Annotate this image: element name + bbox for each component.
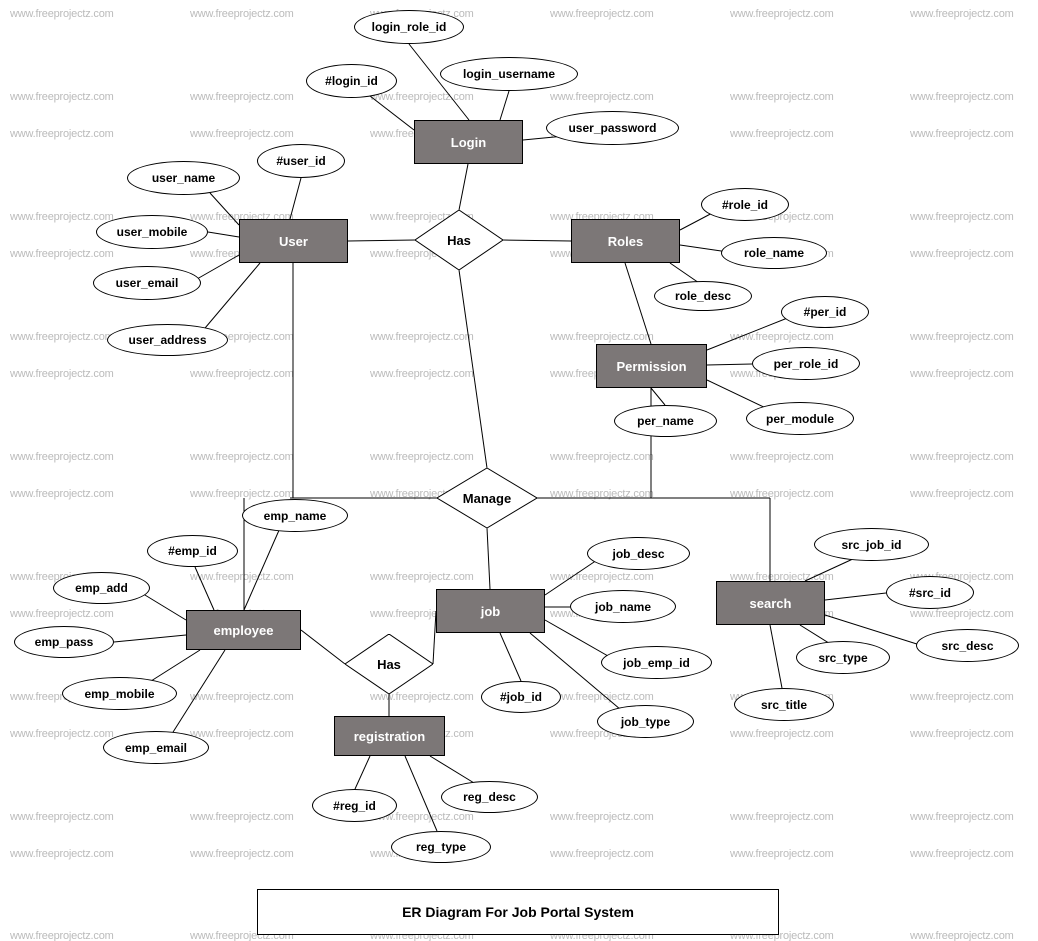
attr-label: user_address: [128, 333, 206, 347]
attr-emp-name: emp_name: [242, 499, 348, 532]
attr-reg-id: #reg_id: [312, 789, 397, 822]
attr-label: reg_desc: [463, 790, 516, 804]
attr-login-role-id: login_role_id: [354, 10, 464, 44]
entity-label: Roles: [608, 234, 643, 249]
attr-label: emp_email: [125, 741, 187, 755]
attr-label: role_desc: [675, 289, 731, 303]
attr-label: per_name: [637, 414, 694, 428]
attr-user-id: #user_id: [257, 144, 345, 178]
attr-label: #per_id: [804, 305, 847, 319]
attr-job-emp-id: job_emp_id: [601, 646, 712, 679]
attr-user-address: user_address: [107, 324, 228, 356]
relationship-label: Manage: [463, 491, 511, 506]
attr-login-id: #login_id: [306, 64, 397, 98]
attr-role-id: #role_id: [701, 188, 789, 221]
attr-emp-add: emp_add: [53, 572, 150, 604]
attr-label: #login_id: [325, 74, 378, 88]
entity-user: User: [239, 219, 348, 263]
relationship-has1: Has: [415, 210, 503, 270]
attr-user-email: user_email: [93, 266, 201, 300]
attr-label: job_name: [595, 600, 651, 614]
attr-label: emp_add: [75, 581, 128, 595]
attr-label: src_title: [761, 698, 807, 712]
attr-label: login_username: [463, 67, 555, 81]
attr-label: #reg_id: [333, 799, 376, 813]
attr-label: src_job_id: [841, 538, 901, 552]
attr-label: src_type: [818, 651, 867, 665]
entity-label: search: [750, 596, 792, 611]
attr-job-id: #job_id: [481, 681, 561, 713]
diagram-title: ER Diagram For Job Portal System: [402, 904, 634, 920]
attr-per-role-id: per_role_id: [752, 347, 860, 380]
attr-label: user_email: [116, 276, 179, 290]
attr-role-desc: role_desc: [654, 281, 752, 311]
relationship-label: Has: [377, 657, 401, 672]
attr-label: job_type: [621, 715, 670, 729]
entity-permission: Permission: [596, 344, 707, 388]
attr-label: #role_id: [722, 198, 768, 212]
attr-label: src_desc: [941, 639, 993, 653]
attr-user-mobile: user_mobile: [96, 215, 208, 249]
relationship-label: Has: [447, 233, 471, 248]
attr-label: #user_id: [276, 154, 325, 168]
relationship-manage: Manage: [437, 468, 537, 528]
attr-reg-type: reg_type: [391, 831, 491, 863]
attr-reg-desc: reg_desc: [441, 781, 538, 813]
attr-label: emp_name: [264, 509, 327, 523]
attr-label: job_desc: [612, 547, 664, 561]
entity-search: search: [716, 581, 825, 625]
attr-label: emp_pass: [35, 635, 94, 649]
entity-label: employee: [214, 623, 274, 638]
attr-label: job_emp_id: [623, 656, 690, 670]
attr-emp-pass: emp_pass: [14, 626, 114, 658]
attr-label: login_role_id: [372, 20, 447, 34]
attr-job-type: job_type: [597, 705, 694, 738]
attr-src-job-id: src_job_id: [814, 528, 929, 561]
attr-emp-mobile: emp_mobile: [62, 677, 177, 710]
attr-label: per_role_id: [774, 357, 839, 371]
entity-login: Login: [414, 120, 523, 164]
attr-label: user_mobile: [117, 225, 188, 239]
entity-job: job: [436, 589, 545, 633]
attr-src-id: #src_id: [886, 576, 974, 609]
attr-label: emp_mobile: [84, 687, 154, 701]
relationship-has2: Has: [345, 634, 433, 694]
attr-per-id: #per_id: [781, 296, 869, 328]
attr-label: reg_type: [416, 840, 466, 854]
attr-emp-id: #emp_id: [147, 535, 238, 567]
attr-src-desc: src_desc: [916, 629, 1019, 662]
entity-roles: Roles: [571, 219, 680, 263]
entity-label: job: [481, 604, 501, 619]
entity-label: Login: [451, 135, 486, 150]
entity-employee: employee: [186, 610, 301, 650]
attr-per-module: per_module: [746, 402, 854, 435]
attr-label: per_module: [766, 412, 834, 426]
attr-label: #emp_id: [168, 544, 217, 558]
diagram-title-box: ER Diagram For Job Portal System: [257, 889, 779, 935]
er-diagram-canvas: www.freeprojectz.comwww.freeprojectz.com…: [0, 0, 1038, 941]
attr-label: user_name: [152, 171, 215, 185]
attr-job-desc: job_desc: [587, 537, 690, 570]
entity-registration: registration: [334, 716, 445, 756]
attr-src-type: src_type: [796, 641, 890, 674]
attr-job-name: job_name: [570, 590, 676, 623]
attr-label: user_password: [568, 121, 656, 135]
entity-label: registration: [354, 729, 426, 744]
attr-user-name: user_name: [127, 161, 240, 195]
attr-src-title: src_title: [734, 688, 834, 721]
attr-label: #src_id: [909, 586, 951, 600]
attr-role-name: role_name: [721, 237, 827, 269]
attr-emp-email: emp_email: [103, 731, 209, 764]
attr-label: #job_id: [500, 690, 542, 704]
attr-login-username: login_username: [440, 57, 578, 91]
entity-label: Permission: [616, 359, 686, 374]
attr-user-password: user_password: [546, 111, 679, 145]
entity-label: User: [279, 234, 308, 249]
attr-label: role_name: [744, 246, 804, 260]
attr-per-name: per_name: [614, 405, 717, 437]
